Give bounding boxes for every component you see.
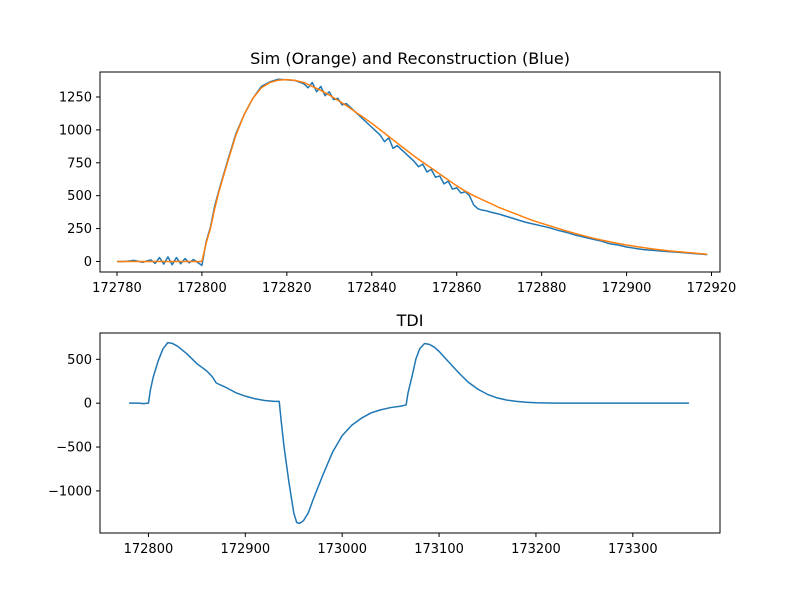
series-line-2 bbox=[116, 78, 708, 263]
y-tick-label: 500 bbox=[67, 353, 92, 368]
y-tick-label: 0 bbox=[84, 255, 92, 270]
subplot-2-plot-area bbox=[129, 341, 689, 525]
x-tick-label: 172820 bbox=[262, 281, 312, 296]
x-tick-label: 172800 bbox=[177, 281, 227, 296]
x-tick-label: 173100 bbox=[414, 542, 464, 557]
x-tick-label: 173200 bbox=[511, 542, 561, 557]
subplot-1-frame bbox=[99, 71, 721, 273]
subplot-2-title: TDI bbox=[396, 311, 424, 330]
x-tick-label: 172800 bbox=[124, 542, 174, 557]
y-tick-label: 1250 bbox=[59, 91, 92, 106]
x-tick-label: 172920 bbox=[687, 281, 737, 296]
y-tick-label: 0 bbox=[84, 397, 92, 412]
y-tick-label: 500 bbox=[67, 189, 92, 204]
x-tick-label: 173300 bbox=[608, 542, 658, 557]
subplot-2-ticks: 172800 172900 173000 173100 173200 173300 −100… bbox=[48, 353, 658, 557]
x-tick-label: 172840 bbox=[347, 281, 397, 296]
x-tick-label: 172900 bbox=[220, 542, 270, 557]
subplot-1-title: Sim (Orange) and Reconstruction (Blue) bbox=[250, 49, 570, 68]
subplot-1-plot-area bbox=[116, 78, 708, 267]
x-tick-label: 172900 bbox=[602, 281, 652, 296]
subplot-sim-vs-reconstruction: Sim (Orange) and Reconstruction (Blue) 1… bbox=[59, 49, 736, 296]
x-tick-label: 172780 bbox=[92, 281, 142, 296]
x-tick-label: 172860 bbox=[432, 281, 482, 296]
series-line-1 bbox=[129, 341, 689, 525]
subplot-1-ticks: 172780 172800 172820 172840 172860 172880 1729… bbox=[59, 91, 736, 297]
subplot-tdi: TDI 172800 172900 173000 173100 173200 173300… bbox=[48, 311, 721, 557]
x-tick-label: 173000 bbox=[317, 542, 367, 557]
y-tick-label: −1000 bbox=[48, 484, 92, 499]
y-tick-label: 250 bbox=[67, 222, 92, 237]
y-tick-label: 1000 bbox=[59, 123, 92, 138]
series-line-1 bbox=[116, 78, 708, 267]
subplot-2-frame bbox=[99, 332, 721, 534]
y-tick-label: 750 bbox=[67, 156, 92, 171]
x-tick-label: 172880 bbox=[517, 281, 567, 296]
y-tick-label: −500 bbox=[56, 441, 92, 456]
